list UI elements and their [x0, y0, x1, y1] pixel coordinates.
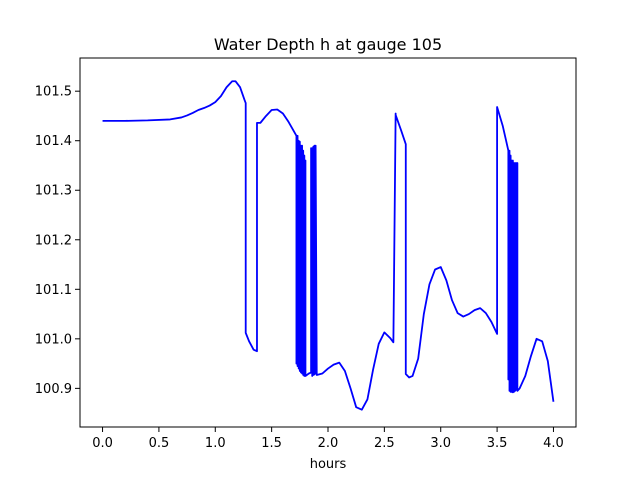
x-tick-label: 3.5 [487, 436, 508, 451]
y-tick-label: 101.5 [35, 85, 72, 100]
y-tick-label: 101.1 [35, 283, 72, 298]
series-line-water-depth [102, 80, 555, 411]
x-tick-label: 2.5 [374, 436, 395, 451]
x-tick-label: 0.0 [92, 436, 113, 451]
plot-area [102, 80, 555, 411]
y-tick-label: 101.0 [35, 332, 72, 347]
x-axis-label: hours [310, 457, 347, 472]
x-tick-label: 1.5 [261, 436, 282, 451]
x-tick-label: 2.0 [318, 436, 339, 451]
y-tick-label: 101.3 [35, 184, 72, 199]
chart-title: Water Depth h at gauge 105 [214, 35, 442, 54]
y-tick-label: 100.9 [35, 382, 72, 397]
x-tick-label: 4.0 [543, 436, 564, 451]
x-tick-label: 0.5 [149, 436, 170, 451]
x-tick-label: 3.0 [430, 436, 451, 451]
y-axis: 100.9 101.0 101.1 101.2 101.3 101.4 101.5 [35, 85, 80, 397]
x-axis: 0.0 0.5 1.0 1.5 2.0 2.5 3.0 3.5 4.0 [92, 427, 564, 451]
y-tick-label: 101.4 [35, 134, 72, 149]
x-tick-label: 1.0 [205, 436, 226, 451]
y-tick-label: 101.2 [35, 233, 72, 248]
